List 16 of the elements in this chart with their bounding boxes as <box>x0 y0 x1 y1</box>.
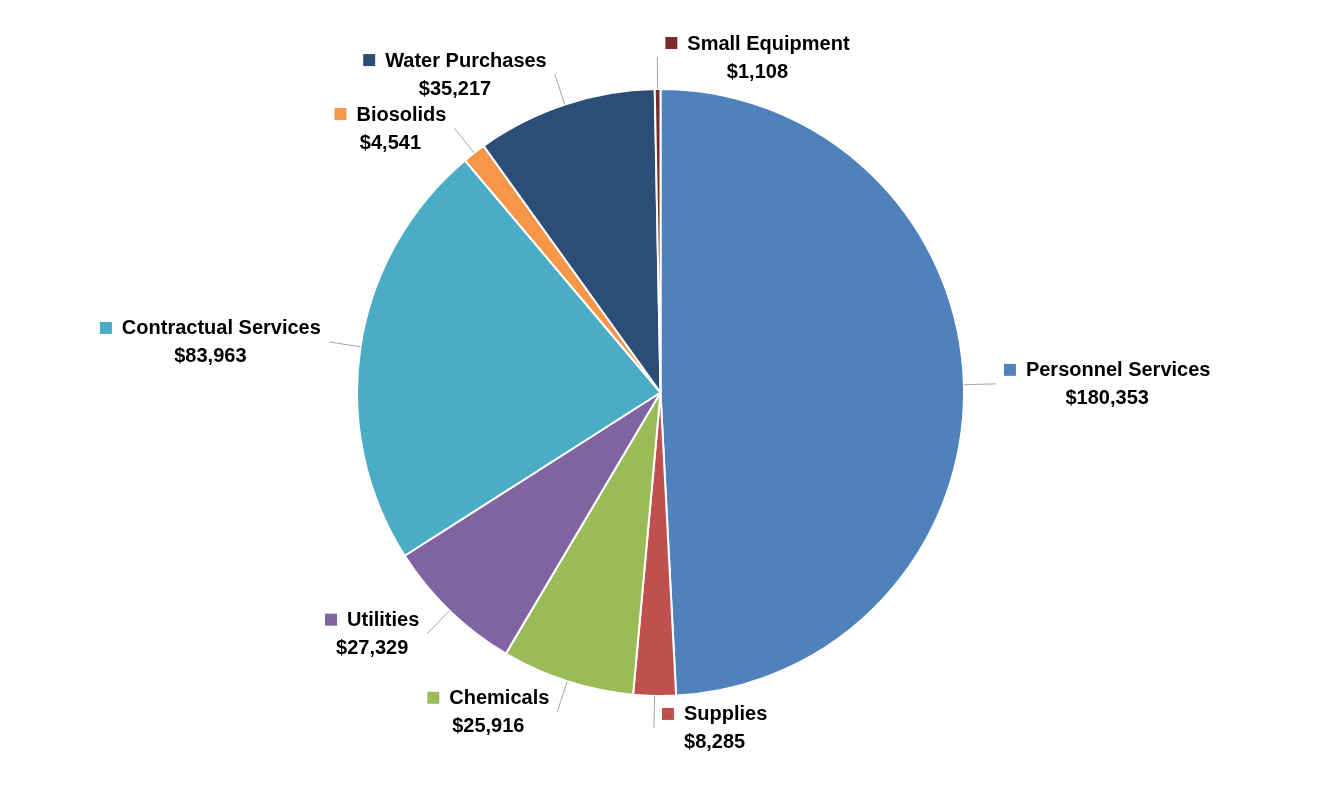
legend-label: Chemicals <box>449 686 550 709</box>
data-label: $1,108 <box>726 59 789 82</box>
legend-label: Contractual Services <box>121 316 321 339</box>
legend-label: Water Purchases <box>385 48 547 71</box>
data-label: $180,353 <box>1065 386 1149 409</box>
data-label: $4,541 <box>359 130 422 153</box>
legend-label: Biosolids <box>356 102 447 125</box>
legend-label: Utilities <box>347 608 420 631</box>
data-label: $83,963 <box>174 344 247 367</box>
data-label: $8,285 <box>684 730 746 753</box>
legend-label: Small Equipment <box>687 31 850 54</box>
data-label: $27,329 <box>336 636 409 659</box>
data-label: $25,916 <box>452 714 525 737</box>
legend-label: Supplies <box>683 702 768 725</box>
legend-label: Personnel Services <box>1025 358 1211 381</box>
data-label: $35,217 <box>418 76 492 99</box>
